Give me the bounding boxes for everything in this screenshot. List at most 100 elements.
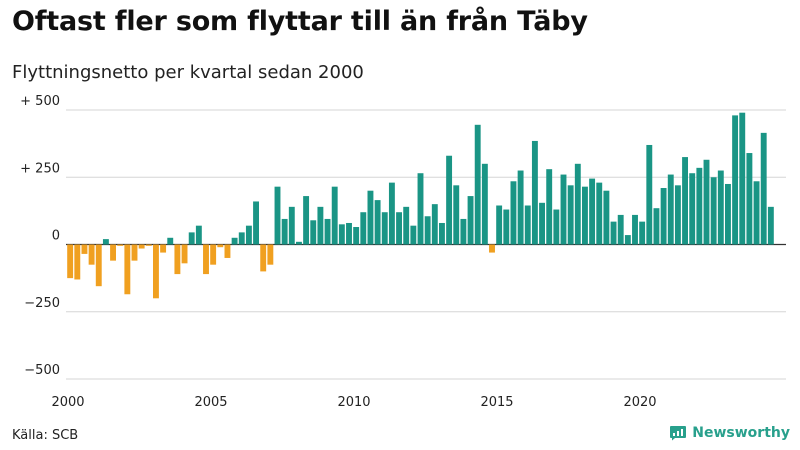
bar <box>224 244 231 258</box>
bar <box>696 167 703 245</box>
x-tick-label: 2010 <box>337 395 370 410</box>
bar <box>167 237 174 245</box>
bar <box>231 237 238 245</box>
bar <box>188 232 195 245</box>
bar <box>67 244 74 279</box>
bar <box>582 186 588 245</box>
y-tick-label: 0 <box>52 229 60 244</box>
bar <box>481 163 488 245</box>
bar <box>732 115 739 245</box>
bar <box>710 177 717 245</box>
bar <box>95 244 102 287</box>
bar <box>117 244 124 246</box>
bar <box>632 214 638 245</box>
bar <box>217 244 224 248</box>
bar <box>417 173 424 245</box>
bar <box>274 186 281 245</box>
bar <box>203 244 209 275</box>
bar <box>410 225 417 245</box>
bar <box>81 244 88 254</box>
bar <box>296 241 302 245</box>
bar <box>245 225 252 245</box>
bar <box>667 174 674 245</box>
bar <box>396 212 402 245</box>
bar <box>603 190 610 245</box>
bar <box>617 214 624 245</box>
bar <box>238 232 245 245</box>
bar <box>138 244 145 249</box>
source-note: Källa: SCB <box>12 428 79 443</box>
bar <box>760 132 767 245</box>
bar <box>338 224 345 245</box>
bar <box>317 206 324 245</box>
bar <box>489 244 495 253</box>
chart-subtitle: Flyttningsnetto per kvartal sedan 2000 <box>12 62 364 83</box>
bar <box>574 163 581 245</box>
bar <box>725 183 731 245</box>
bar <box>539 202 545 245</box>
bar <box>439 222 445 245</box>
y-tick-label: −500 <box>24 363 60 378</box>
bar <box>360 212 367 245</box>
bar <box>431 204 438 245</box>
bar <box>446 155 453 245</box>
bar <box>210 244 217 265</box>
bar <box>374 200 381 245</box>
bar <box>288 206 295 245</box>
bar <box>546 169 553 245</box>
bar <box>353 227 360 245</box>
bar <box>260 244 267 272</box>
bar <box>153 244 159 299</box>
bar <box>346 222 352 245</box>
newsworthy-logo: Newsworthy <box>669 425 790 441</box>
bar <box>503 209 510 245</box>
bar <box>460 218 467 245</box>
bar <box>567 185 574 245</box>
y-tick-label: −250 <box>24 296 60 311</box>
bar <box>253 201 259 245</box>
bar <box>596 182 603 245</box>
bar <box>174 244 181 275</box>
bar <box>124 244 131 295</box>
bar <box>388 182 395 245</box>
bar <box>739 112 746 245</box>
bar <box>181 244 188 264</box>
bar <box>589 178 596 245</box>
bar <box>682 157 688 245</box>
x-tick-label: 2015 <box>480 395 513 410</box>
bar-chart: + 500 + 250 0 −250 −500 2000 2005 2010 2015 2020 <box>20 94 786 410</box>
bar <box>474 124 481 245</box>
bar <box>467 196 474 245</box>
y-tick-label: + 500 <box>20 94 60 109</box>
y-tick-label: + 250 <box>20 161 60 176</box>
bar <box>610 221 617 245</box>
brand-name: Newsworthy <box>692 425 790 441</box>
bar <box>195 225 202 245</box>
bar <box>510 181 517 245</box>
bar <box>517 170 524 245</box>
bar <box>524 205 531 245</box>
bar <box>639 221 646 245</box>
x-tick-label: 2000 <box>51 395 84 410</box>
bar <box>131 244 138 261</box>
bar <box>110 244 116 261</box>
bar <box>424 216 431 245</box>
bar <box>324 218 331 245</box>
bar <box>624 235 631 245</box>
bar <box>381 212 388 245</box>
x-tick-label: 2005 <box>194 395 227 410</box>
bar <box>531 140 538 245</box>
bar <box>674 185 681 245</box>
bar <box>717 170 724 245</box>
bar <box>660 188 667 245</box>
bar <box>160 244 167 253</box>
chart-title: Oftast fler som flyttar till än från Täb… <box>12 6 588 37</box>
bar <box>310 220 317 245</box>
bar <box>453 185 460 245</box>
newsworthy-icon <box>670 426 687 441</box>
bar <box>367 190 374 245</box>
bar <box>767 206 774 245</box>
bar <box>74 244 81 280</box>
bar <box>331 186 338 245</box>
bar <box>267 244 274 265</box>
